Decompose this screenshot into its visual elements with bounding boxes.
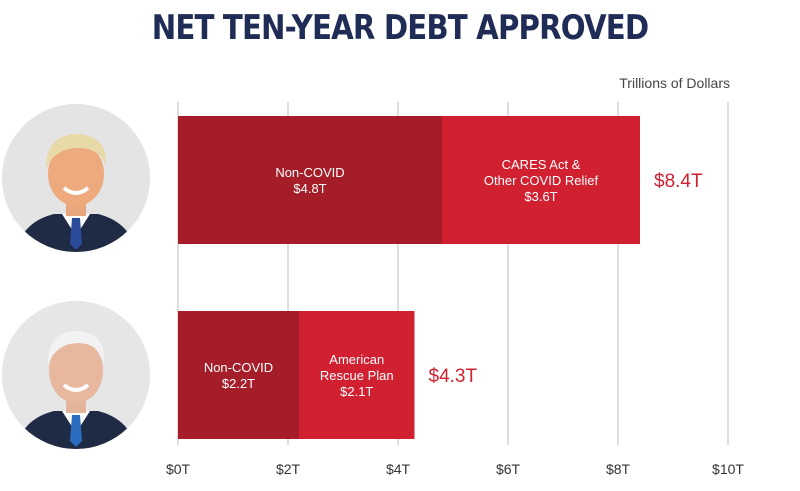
bar-segment-label: American Rescue Plan $2.1T: [320, 352, 394, 399]
chart-title: NET TEN-YEAR DEBT APPROVED: [151, 8, 649, 48]
bar-segment: [178, 311, 299, 439]
bar-segment-label: Non-COVID $2.2T: [204, 360, 273, 391]
avatar-bottom: [2, 301, 150, 449]
x-tick-label: $0T: [166, 461, 191, 477]
bar-segment: [299, 311, 415, 439]
x-tick-label: $2T: [276, 461, 301, 477]
avatar-top: [2, 104, 150, 252]
x-tick-label: $6T: [496, 461, 521, 477]
bar-segment: [178, 116, 442, 244]
unit-label: Trillions of Dollars: [619, 75, 730, 91]
x-tick-label: $4T: [386, 461, 411, 477]
person-portrait-icon: [2, 301, 150, 449]
bar-segment: [442, 116, 640, 244]
bar-total-label: $4.3T: [429, 366, 478, 387]
x-tick-label: $10T: [712, 461, 744, 477]
bar-total-label: $8.4T: [654, 171, 703, 192]
bar-segment-label: Non-COVID $4.8T: [275, 165, 344, 196]
x-tick-label: $8T: [606, 461, 631, 477]
person-portrait-icon: [2, 104, 150, 252]
bar-segment-label: CARES Act & Other COVID Relief $3.6T: [484, 157, 599, 204]
